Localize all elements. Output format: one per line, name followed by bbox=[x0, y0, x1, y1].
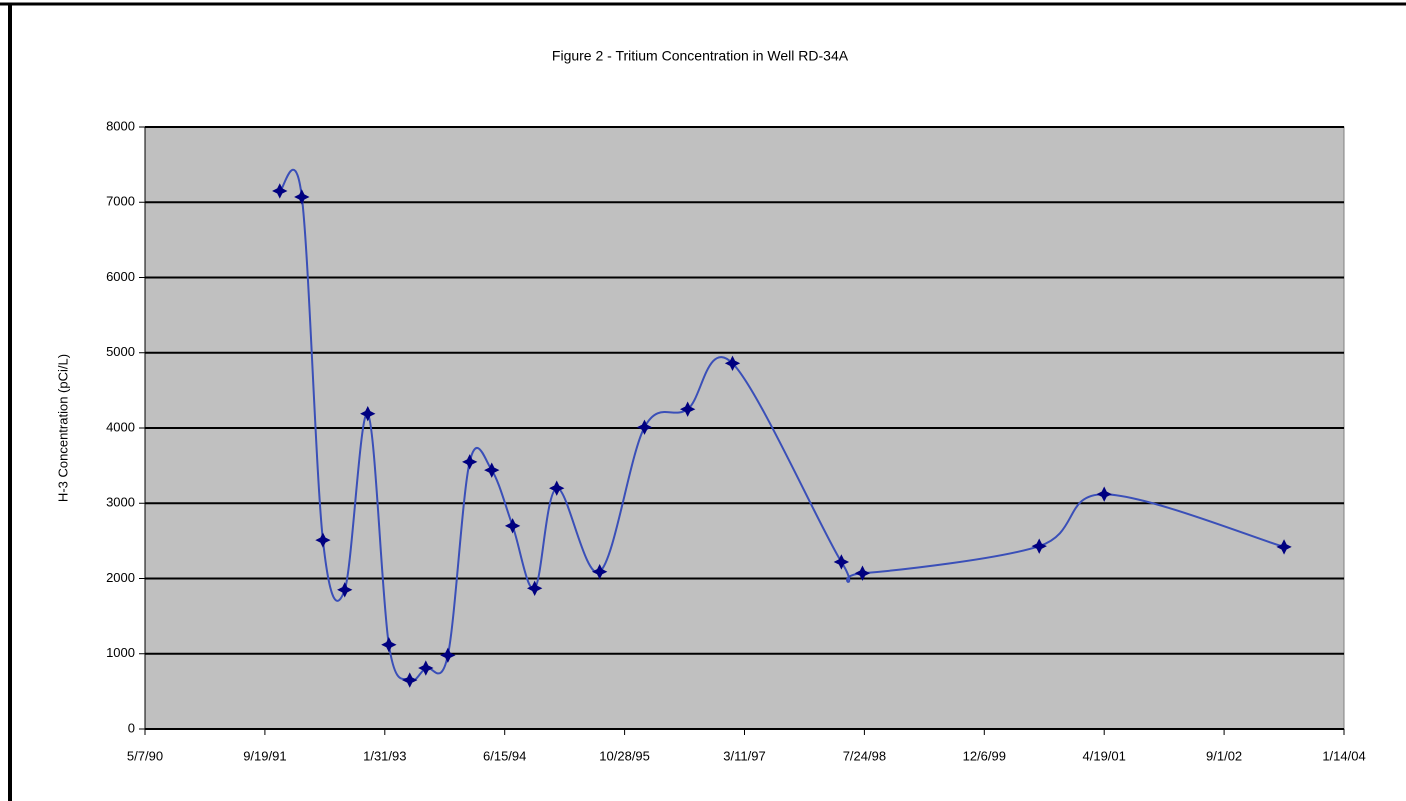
y-tick-label: 0 bbox=[128, 720, 135, 735]
x-tick-label: 12/6/99 bbox=[963, 748, 1006, 763]
x-tick-label: 7/24/98 bbox=[843, 748, 886, 763]
data-marker bbox=[504, 518, 521, 534]
x-tick-label: 6/15/94 bbox=[483, 748, 526, 763]
data-marker bbox=[526, 580, 543, 596]
y-tick-label: 2000 bbox=[106, 570, 135, 585]
data-marker bbox=[402, 672, 418, 688]
data-marker bbox=[272, 183, 288, 199]
y-tick-label: 5000 bbox=[106, 344, 135, 359]
x-tick-label: 4/19/01 bbox=[1083, 748, 1126, 763]
data-marker bbox=[833, 554, 850, 570]
data-marker bbox=[724, 355, 741, 371]
y-tick-label: 6000 bbox=[106, 269, 135, 284]
data-marker bbox=[636, 419, 653, 435]
y-tick-label: 8000 bbox=[106, 118, 135, 133]
data-marker bbox=[381, 637, 397, 653]
x-tick-label: 5/7/90 bbox=[127, 748, 163, 763]
x-tick-label: 1/14/04 bbox=[1322, 748, 1365, 763]
x-tick-label: 3/11/97 bbox=[723, 748, 765, 763]
y-axis-label: H-3 Concentration (pCi/L) bbox=[55, 354, 70, 502]
data-marker bbox=[337, 582, 353, 598]
data-line bbox=[278, 168, 1285, 682]
x-tick-label: 10/28/95 bbox=[599, 748, 650, 763]
data-marker bbox=[462, 454, 478, 470]
data-marker bbox=[294, 189, 310, 205]
x-tick-label: 9/19/91 bbox=[243, 748, 286, 763]
x-tick-label: 1/31/93 bbox=[363, 748, 406, 763]
data-marker bbox=[360, 406, 376, 422]
data-marker bbox=[1276, 539, 1292, 555]
data-marker bbox=[854, 565, 871, 581]
data-marker bbox=[315, 532, 331, 548]
data-marker bbox=[679, 401, 696, 417]
x-tick-label: 9/1/02 bbox=[1206, 748, 1242, 763]
y-tick-label: 4000 bbox=[106, 419, 135, 434]
data-marker bbox=[549, 480, 565, 496]
data-marker bbox=[418, 660, 434, 676]
y-tick-label: 1000 bbox=[106, 645, 135, 660]
data-marker bbox=[484, 462, 500, 478]
chart-title: Figure 2 - Tritium Concentration in Well… bbox=[552, 48, 849, 64]
data-marker bbox=[1031, 538, 1047, 554]
data-marker bbox=[440, 647, 456, 663]
data-marker bbox=[1096, 486, 1112, 502]
y-tick-label: 3000 bbox=[106, 495, 135, 510]
data-marker bbox=[591, 564, 608, 580]
y-tick-label: 7000 bbox=[106, 194, 135, 209]
